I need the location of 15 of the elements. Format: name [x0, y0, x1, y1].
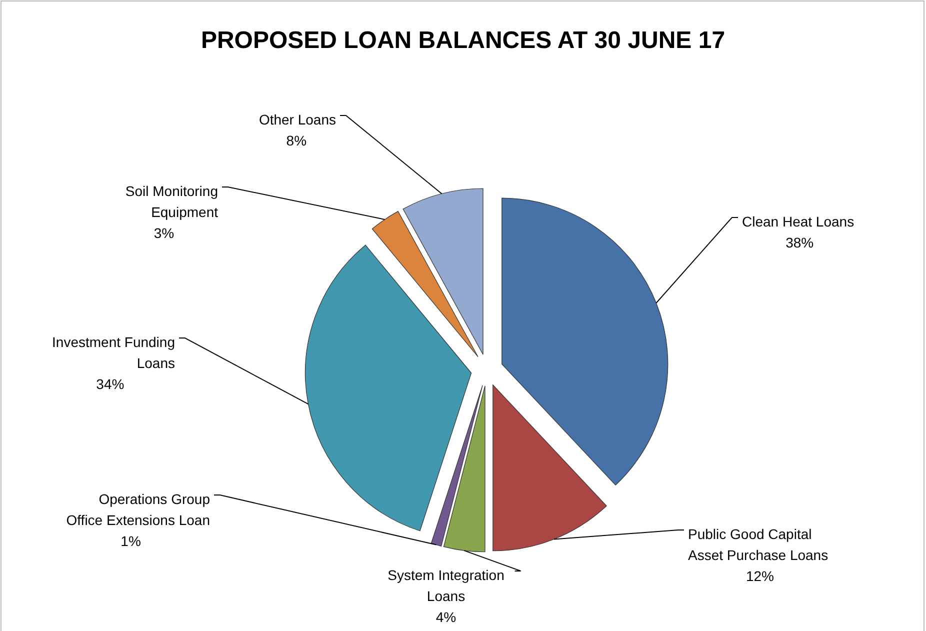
chart-title: PROPOSED LOAN BALANCES AT 30 JUNE 17 [200, 27, 726, 54]
slice-label: Investment Funding Loans [52, 334, 175, 371]
slice-label: Operations Group Office Extensions Loan [66, 491, 210, 528]
data-label: 4% [436, 609, 456, 625]
data-label: 38% [786, 234, 814, 250]
slice-label: Clean Heat Loans [742, 214, 854, 230]
data-label: 3% [154, 225, 174, 241]
slice-label: Other Loans [258, 112, 336, 128]
slice-label: Public Good Capital Asset Purchase Loans [688, 526, 828, 563]
data-label: 8% [286, 132, 307, 148]
slice-label: Soil Monitoring Equipment [125, 183, 218, 220]
data-label: 34% [96, 376, 124, 392]
data-label: 12% [746, 568, 774, 584]
slice-label: System Integration Loans [388, 567, 504, 604]
data-label: 1% [120, 533, 141, 549]
